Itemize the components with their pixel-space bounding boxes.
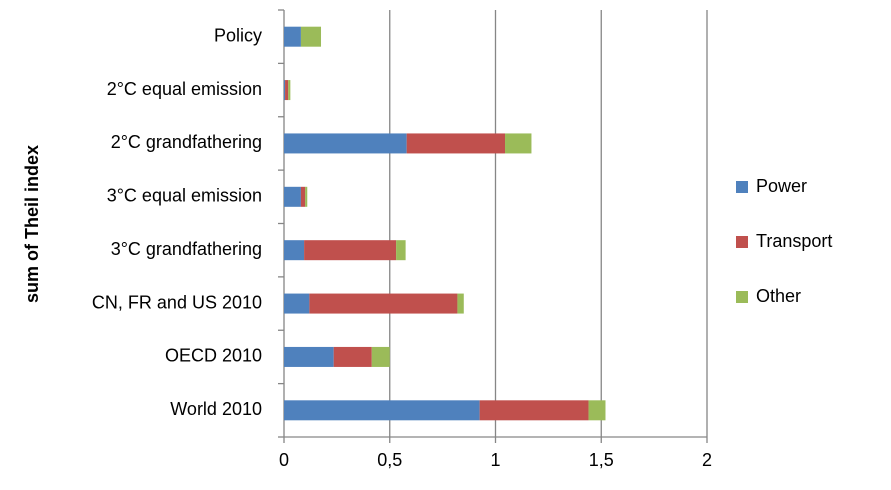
bar-segment bbox=[284, 186, 301, 207]
bar-segment bbox=[300, 26, 322, 47]
x-tick-label: 0,5 bbox=[377, 450, 402, 470]
bar-segment bbox=[284, 400, 480, 421]
bar-segment bbox=[505, 133, 532, 154]
bar-segment bbox=[284, 26, 301, 47]
bar-segment bbox=[479, 400, 589, 421]
y-tick-label: Policy bbox=[214, 25, 262, 45]
x-tick-label: 0 bbox=[279, 450, 289, 470]
bar-segment bbox=[309, 293, 458, 314]
bar-segment bbox=[457, 293, 464, 314]
legend-label: Power bbox=[756, 176, 807, 196]
legend-label: Transport bbox=[756, 231, 832, 251]
bar-segment bbox=[284, 133, 407, 154]
y-tick-label: 3°C grandfathering bbox=[111, 239, 262, 259]
bar-segment bbox=[588, 400, 606, 421]
bar-segment bbox=[285, 80, 289, 101]
x-tick-label: 1,5 bbox=[589, 450, 614, 470]
x-tick-label: 2 bbox=[702, 450, 712, 470]
bar-segment bbox=[333, 346, 372, 367]
bar-segment bbox=[371, 346, 390, 367]
y-tick-label: CN, FR and US 2010 bbox=[92, 292, 262, 312]
y-tick-label: 2°C equal emission bbox=[107, 79, 262, 99]
bar-segment bbox=[300, 186, 306, 207]
y-tick-label: OECD 2010 bbox=[165, 346, 262, 366]
bar-segment bbox=[396, 240, 406, 261]
legend-label: Other bbox=[756, 286, 801, 306]
bar-segment bbox=[288, 80, 291, 101]
y-tick-label: 3°C equal emission bbox=[107, 186, 262, 206]
y-axis-label: sum of Theil index bbox=[22, 145, 42, 303]
bar-segment bbox=[284, 293, 310, 314]
legend-swatch bbox=[736, 181, 748, 193]
bar-segment bbox=[284, 346, 334, 367]
bar-segment bbox=[305, 186, 308, 207]
bar-segment bbox=[284, 80, 286, 101]
bar-segment bbox=[284, 240, 305, 261]
bar-segment bbox=[304, 240, 397, 261]
bar-segment bbox=[406, 133, 506, 154]
x-tick-label: 1 bbox=[490, 450, 500, 470]
legend-swatch bbox=[736, 291, 748, 303]
y-tick-label: 2°C grandfathering bbox=[111, 132, 262, 152]
legend-swatch bbox=[736, 236, 748, 248]
y-tick-label: World 2010 bbox=[170, 399, 262, 419]
